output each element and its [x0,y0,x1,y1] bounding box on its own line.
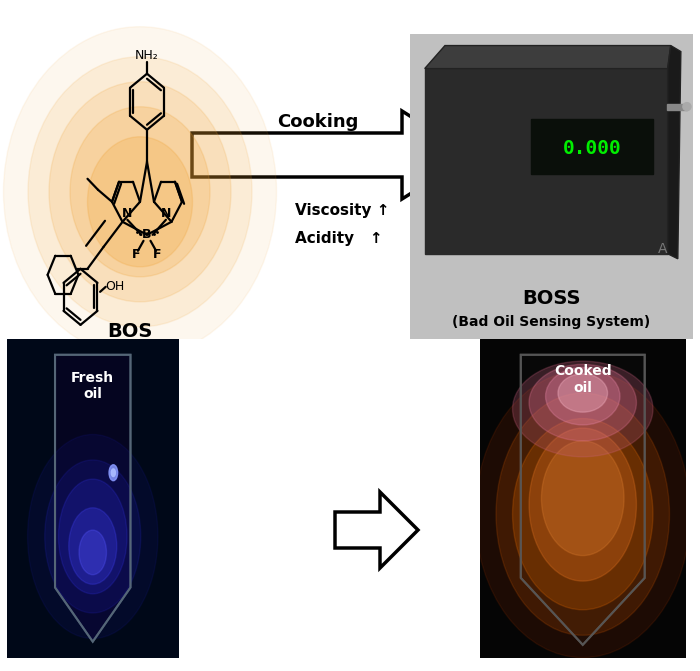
Polygon shape [521,355,645,645]
Text: Viscosity ↑: Viscosity ↑ [295,203,389,217]
Ellipse shape [529,364,636,441]
Text: BOS: BOS [107,322,152,342]
Ellipse shape [45,460,141,613]
Text: Cooking: Cooking [277,113,358,131]
Bar [425,68,668,254]
Ellipse shape [27,435,158,639]
Circle shape [109,465,118,480]
Bar [529,117,655,176]
Ellipse shape [512,361,653,457]
Ellipse shape [545,368,620,425]
Text: 0.000: 0.000 [562,139,621,158]
Bar [666,103,687,109]
Bar [425,68,668,254]
Ellipse shape [88,137,192,267]
Polygon shape [335,492,418,568]
Bar [531,119,652,174]
Ellipse shape [4,27,276,357]
Text: N: N [122,207,132,220]
Ellipse shape [58,479,127,594]
Ellipse shape [529,428,636,581]
Polygon shape [192,111,472,199]
Text: A: A [658,242,667,256]
Ellipse shape [70,107,210,277]
Text: Fresh
oil: Fresh oil [71,370,114,401]
Ellipse shape [475,370,690,658]
Circle shape [111,469,116,476]
Circle shape [683,103,691,111]
Ellipse shape [49,82,231,302]
Text: F: F [153,248,162,261]
Text: N: N [161,207,171,220]
Text: Acidity   ↑: Acidity ↑ [295,231,383,246]
Ellipse shape [28,57,252,327]
Ellipse shape [558,374,608,412]
Ellipse shape [496,393,669,635]
Text: BOSS: BOSS [522,289,580,308]
Ellipse shape [69,508,117,584]
Text: (Bad Oil Sensing System): (Bad Oil Sensing System) [452,315,650,329]
Text: Cooked
oil: Cooked oil [554,364,612,395]
Polygon shape [425,46,671,68]
Text: F: F [132,248,141,261]
Polygon shape [668,46,681,259]
Ellipse shape [512,419,653,610]
Ellipse shape [79,530,106,574]
Text: OH: OH [106,280,125,293]
Polygon shape [55,355,130,641]
Text: NH₂: NH₂ [135,49,159,62]
Ellipse shape [542,441,624,556]
Text: B: B [142,228,152,242]
